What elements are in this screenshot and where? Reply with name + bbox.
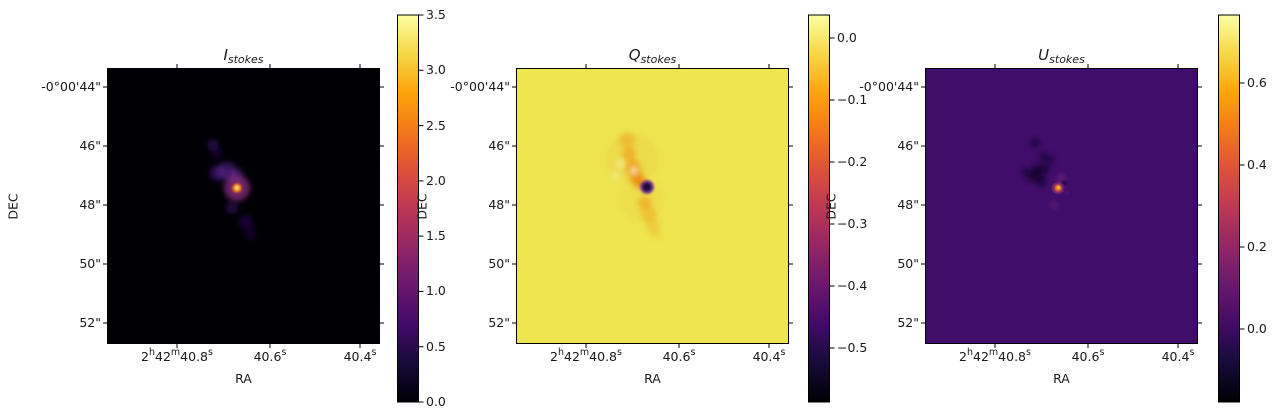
q-cb-label: −0.4 xyxy=(837,278,868,293)
i-yaxis-label: DEC xyxy=(5,193,21,220)
u-colorbar xyxy=(1218,14,1245,403)
title-sub: stokes xyxy=(227,53,264,66)
i-ytick-50: 50" xyxy=(79,256,101,271)
panel-title-u: Ustokes xyxy=(1001,45,1122,70)
i-cb-label: 2.5 xyxy=(426,118,446,133)
u-negative-patch xyxy=(1021,138,1070,209)
u-ytick-50: 50" xyxy=(897,256,919,271)
q-colorbar xyxy=(808,14,835,403)
i-cb-label: 0.0 xyxy=(426,394,446,409)
u-ytick-44: -0°00'44" xyxy=(859,79,919,94)
u-colorbar-ticks xyxy=(1239,82,1245,330)
i-xtick-3: 40.4s xyxy=(343,347,377,364)
q-dark-core xyxy=(640,180,654,194)
q-ytick-48: 48" xyxy=(488,197,510,212)
q-xaxis-label: RA xyxy=(644,371,661,386)
title-sub: stokes xyxy=(640,53,677,66)
i-xaxis-label: RA xyxy=(235,371,252,386)
q-yaxis-label: DEC xyxy=(414,193,430,220)
u-xtick-1: 2h42m40.8s xyxy=(959,347,1031,364)
i-map-background xyxy=(107,68,380,344)
q-cb-label: −0.2 xyxy=(837,154,868,169)
i-xtick-2: 40.6s xyxy=(253,347,287,364)
u-cb-label: 0.6 xyxy=(1247,75,1267,90)
u-cb-label: 0.0 xyxy=(1247,321,1267,336)
u-xtick-2: 40.6s xyxy=(1071,347,1105,364)
u-colorbar-gradient xyxy=(1218,14,1240,403)
q-colorbar-gradient xyxy=(808,14,830,403)
u-axes-frame xyxy=(925,68,1198,344)
title-main: U xyxy=(1038,46,1050,64)
title-main: I xyxy=(223,46,228,64)
q-xtick-3: 40.4s xyxy=(752,347,786,364)
q-colorbar-ticks xyxy=(829,37,835,349)
i-point-source xyxy=(232,183,242,193)
i-cb-label: 3.0 xyxy=(426,62,446,77)
i-axes-frame xyxy=(107,68,380,344)
panel-title-i: Istokes xyxy=(183,45,304,70)
title-sub: stokes xyxy=(1049,53,1085,66)
i-ytick-44: -0°00'44" xyxy=(41,79,101,94)
u-bright-spot xyxy=(1052,180,1067,194)
q-axis-ticks xyxy=(512,64,793,348)
i-colorbar-gradient xyxy=(397,14,419,403)
q-xtick-1: 2h42m40.8s xyxy=(550,347,622,364)
i-xtick-1: 2h42m40.8s xyxy=(141,347,213,364)
q-cb-label: −0.3 xyxy=(837,216,868,231)
q-ytick-52: 52" xyxy=(488,315,510,330)
u-cb-label: 0.2 xyxy=(1247,239,1267,254)
title-main: Q xyxy=(628,46,641,64)
u-ytick-48: 48" xyxy=(897,197,919,212)
i-stokes-map xyxy=(103,64,384,348)
u-ytick-46: 46" xyxy=(897,138,919,153)
q-axes-frame xyxy=(516,68,789,344)
u-yaxis-label: DEC xyxy=(823,193,839,220)
q-cb-label: −0.5 xyxy=(837,340,868,355)
q-cb-label: −0.1 xyxy=(837,92,868,107)
q-xtick-2: 40.6s xyxy=(662,347,696,364)
q-ytick-44: -0°00'44" xyxy=(450,79,510,94)
q-ytick-50: 50" xyxy=(488,256,510,271)
i-colorbar xyxy=(397,14,424,403)
i-cb-label: 1.5 xyxy=(426,228,446,243)
u-cb-label: 0.4 xyxy=(1247,157,1267,172)
i-ytick-46: 46" xyxy=(79,138,101,153)
i-nebulosity xyxy=(207,139,257,240)
i-colorbar-ticks xyxy=(418,14,424,403)
q-cb-label: 0.0 xyxy=(837,30,857,45)
u-xaxis-label: RA xyxy=(1053,371,1070,386)
q-ytick-46: 46" xyxy=(488,138,510,153)
q-stokes-map xyxy=(512,64,793,348)
i-ytick-48: 48" xyxy=(79,197,101,212)
i-cb-label: 1.0 xyxy=(426,283,446,298)
u-axis-ticks xyxy=(921,64,1202,348)
u-stokes-map xyxy=(921,64,1202,348)
i-cb-label: 3.5 xyxy=(426,7,446,22)
i-axis-ticks xyxy=(103,64,384,348)
panel-title-q: Qstokes xyxy=(592,45,713,70)
u-map-background xyxy=(925,68,1198,344)
i-cb-label: 2.0 xyxy=(426,173,446,188)
u-xtick-3: 40.4s xyxy=(1161,347,1195,364)
i-cb-label: 0.5 xyxy=(426,339,446,354)
u-ytick-52: 52" xyxy=(897,315,919,330)
i-ytick-52: 52" xyxy=(79,315,101,330)
